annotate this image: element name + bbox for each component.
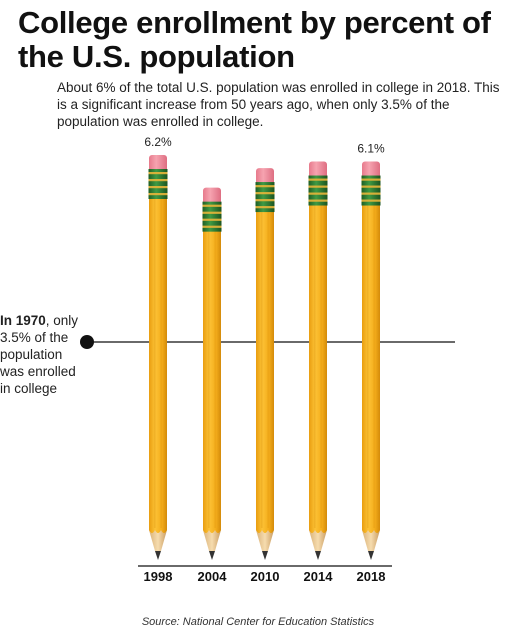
pencil-chart: 1998 6.2% 2004 2010 2014 2018 6.1%	[80, 135, 455, 584]
pencil-wood	[149, 530, 167, 551]
reference-marker	[80, 335, 94, 349]
reference-annotation: In 1970, only 3.5% of the population was…	[0, 312, 82, 397]
pencil-lead	[209, 551, 215, 560]
pencil-eraser	[203, 187, 221, 205]
pencil-eraser	[309, 161, 327, 179]
pencil-body	[256, 210, 274, 530]
pencil-eraser	[362, 161, 380, 179]
pencil-bar-2004	[202, 187, 222, 560]
x-tick-label-2018: 2018	[357, 569, 386, 584]
pencil-lead	[155, 551, 161, 560]
x-tick-label-1998: 1998	[144, 569, 173, 584]
x-tick-label-2014: 2014	[304, 569, 334, 584]
chart-title: College enrollment by percent of the U.S…	[18, 5, 491, 74]
pencil-ferrule	[361, 175, 381, 206]
pencil-body	[362, 203, 380, 530]
data-label-2018: 6.1%	[357, 142, 385, 156]
reference-year: In 1970	[0, 313, 46, 328]
pencil-wood	[203, 530, 221, 551]
reference-text: , only 3.5% of the population was enroll…	[0, 313, 79, 396]
source-note: Source: National Center for Education St…	[141, 616, 375, 628]
pencil-wood	[256, 530, 274, 551]
pencil-lead	[368, 551, 374, 560]
pencil-bar-2014	[308, 161, 328, 560]
data-label-1998: 6.2%	[144, 135, 172, 149]
pencil-eraser	[256, 168, 274, 186]
x-tick-label-2010: 2010	[251, 569, 280, 584]
pencil-wood	[309, 530, 327, 551]
pencil-bar-2018	[361, 161, 381, 560]
pencil-lead	[262, 551, 268, 560]
chart-subtitle: About 6% of the total U.S. population wa…	[57, 80, 500, 129]
x-tick-label-2004: 2004	[198, 569, 228, 584]
pencil-lead	[315, 551, 321, 560]
pencil-ferrule	[202, 201, 222, 232]
pencil-ferrule	[148, 169, 168, 199]
pencil-body	[149, 197, 167, 530]
pencil-body	[203, 229, 221, 530]
pencil-body	[309, 203, 327, 530]
pencil-bar-1998	[148, 155, 168, 560]
pencil-wood	[362, 530, 380, 551]
pencil-ferrule	[255, 182, 275, 213]
pencil-eraser	[149, 155, 167, 172]
pencil-ferrule	[308, 175, 328, 206]
pencil-bar-2010	[255, 168, 275, 560]
